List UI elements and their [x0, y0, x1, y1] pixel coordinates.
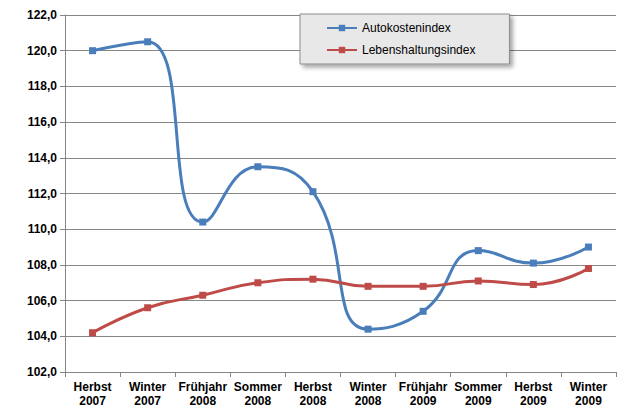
- svg-text:Herbst: Herbst: [74, 380, 112, 394]
- svg-text:114,0: 114,0: [28, 151, 58, 165]
- svg-text:Frühjahr: Frühjahr: [399, 380, 448, 394]
- svg-text:102,0: 102,0: [27, 365, 57, 379]
- svg-text:110,0: 110,0: [28, 222, 58, 236]
- svg-text:Herbst: Herbst: [294, 380, 332, 394]
- svg-text:104,0: 104,0: [27, 329, 57, 343]
- svg-text:2008: 2008: [355, 394, 382, 408]
- svg-text:Autokostenindex: Autokostenindex: [362, 21, 451, 35]
- svg-text:2009: 2009: [410, 394, 437, 408]
- svg-text:Frühjahr: Frühjahr: [178, 380, 227, 394]
- svg-text:106,0: 106,0: [27, 294, 57, 308]
- svg-text:116,0: 116,0: [28, 115, 58, 129]
- svg-text:2008: 2008: [189, 394, 216, 408]
- svg-text:108,0: 108,0: [27, 258, 57, 272]
- svg-text:2009: 2009: [520, 394, 547, 408]
- svg-text:112,0: 112,0: [28, 187, 58, 201]
- svg-text:Winter: Winter: [570, 380, 608, 394]
- svg-text:2007: 2007: [134, 394, 161, 408]
- svg-text:120,0: 120,0: [27, 44, 57, 58]
- svg-text:2009: 2009: [575, 394, 602, 408]
- svg-text:Herbst: Herbst: [514, 380, 552, 394]
- svg-text:2008: 2008: [244, 394, 271, 408]
- svg-text:Winter: Winter: [349, 380, 387, 394]
- svg-text:Sommer: Sommer: [454, 380, 502, 394]
- svg-text:2008: 2008: [300, 394, 327, 408]
- svg-text:Lebenshaltungsindex: Lebenshaltungsindex: [362, 43, 475, 57]
- svg-text:122,0: 122,0: [27, 8, 57, 22]
- svg-text:Winter: Winter: [129, 380, 167, 394]
- svg-text:Sommer: Sommer: [234, 380, 282, 394]
- svg-text:2009: 2009: [465, 394, 492, 408]
- svg-text:118,0: 118,0: [28, 79, 58, 93]
- svg-text:2007: 2007: [79, 394, 106, 408]
